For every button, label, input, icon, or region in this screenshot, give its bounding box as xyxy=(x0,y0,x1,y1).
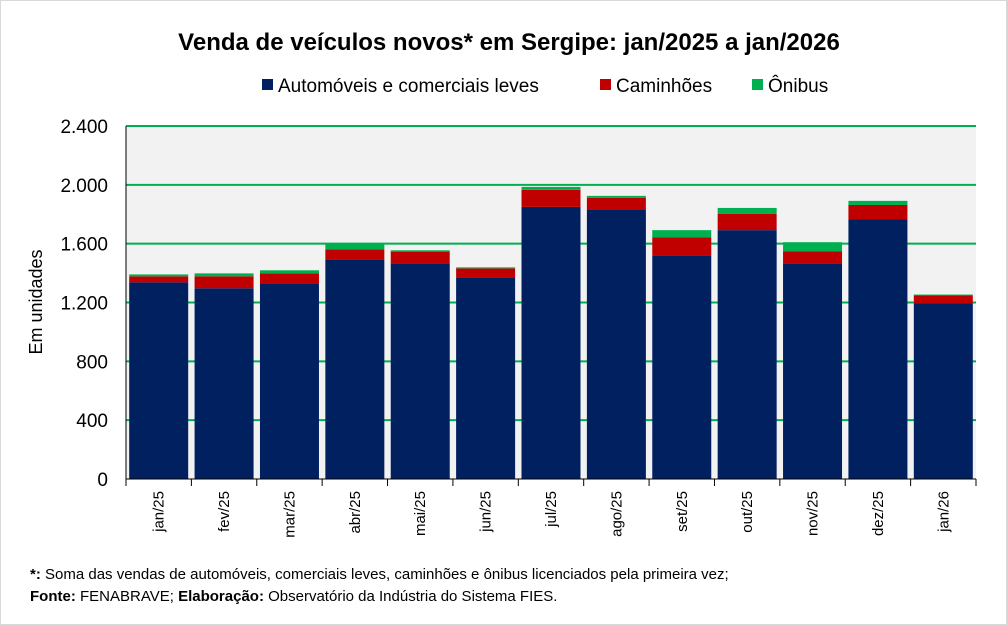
legend-label: Caminhões xyxy=(616,76,712,97)
legend: Automóveis e comerciais leves Caminhões Ôn… xyxy=(262,75,828,97)
bar-segment xyxy=(390,263,450,479)
source-label: Fonte: xyxy=(30,588,76,605)
y-tick-label: 800 xyxy=(76,352,108,373)
x-tick-label: abr/25 xyxy=(347,491,364,534)
y-tick-label: 400 xyxy=(76,411,108,432)
x-tick-label: jan/25 xyxy=(151,491,168,533)
bar-segment xyxy=(848,200,908,205)
bar-segment xyxy=(783,263,843,479)
x-tick-label: out/25 xyxy=(739,491,756,533)
bar-segment xyxy=(848,219,908,479)
y-tick-label: 2.400 xyxy=(60,117,108,138)
bar-segment xyxy=(586,195,646,198)
chart-title: Venda de veículos novos* em Sergipe: jan… xyxy=(178,29,840,56)
x-tick-label: jun/25 xyxy=(478,491,495,533)
bar-segment xyxy=(652,255,712,479)
legend-label: Ônibus xyxy=(768,75,828,97)
bar-segment xyxy=(521,186,581,190)
footnote-line-2: Fonte: FENABRAVE; Elaboração: Observatór… xyxy=(30,588,557,605)
legend-swatch xyxy=(752,79,763,90)
bar-segment xyxy=(717,230,777,479)
footnote-marker: *: xyxy=(30,566,41,583)
x-tick-label: ago/25 xyxy=(608,491,625,537)
plot-area: 0 400 800 1.200 1.600 2.000 2.400 jan/25 fev/25 m… xyxy=(60,117,977,538)
bar-segment xyxy=(521,206,581,480)
bar-segment xyxy=(259,283,319,479)
bar-segment xyxy=(783,251,843,264)
legend-swatch xyxy=(262,79,273,90)
x-tick-label: set/25 xyxy=(674,491,691,532)
bar-segment xyxy=(456,268,516,278)
x-tick-label: mai/25 xyxy=(412,491,429,536)
bar-segment xyxy=(129,276,189,283)
source-text: FENABRAVE; xyxy=(75,588,179,605)
bar-segment xyxy=(259,273,319,284)
stacked-bar-chart: Venda de veículos novos* em Sergipe: jan… xyxy=(26,29,977,538)
footnote-line-1: *: Soma das vendas de automóveis, comerc… xyxy=(30,566,729,583)
y-tick-label: 0 xyxy=(97,470,108,491)
bar-segment xyxy=(652,237,712,256)
bar-segment xyxy=(325,259,385,479)
legend-label: Automóveis e comerciais leves xyxy=(278,76,539,97)
elaboration-text: Observatório da Indústria do Sistema FIE… xyxy=(263,588,558,605)
bar-segment xyxy=(259,270,319,274)
x-tick-label: dez/25 xyxy=(870,491,887,536)
bar-segment xyxy=(390,251,450,264)
bar-segment xyxy=(848,204,908,220)
elaboration-label: Elaboração: xyxy=(178,588,264,605)
bar-segment xyxy=(586,197,646,210)
footnote-text: Soma das vendas de automóveis, comerciai… xyxy=(40,566,729,583)
bar-segment xyxy=(390,250,450,252)
bar-segment xyxy=(456,277,516,479)
bar-segment xyxy=(194,288,254,479)
bar-segment xyxy=(783,242,843,252)
bar-segment xyxy=(717,213,777,231)
bar-segment xyxy=(194,276,254,289)
bar-segment xyxy=(652,230,712,238)
bar-segment xyxy=(913,303,973,479)
bar-segment xyxy=(913,295,973,304)
legend-swatch xyxy=(600,79,611,90)
y-tick-label: 1.600 xyxy=(60,235,108,256)
x-tick-label: jan/26 xyxy=(935,491,952,533)
bar-segment xyxy=(129,282,189,479)
bar-segment xyxy=(586,209,646,479)
x-tick-label: mar/25 xyxy=(281,491,298,538)
bar-segment xyxy=(456,267,516,269)
x-tick-label: fev/25 xyxy=(216,491,233,532)
bar-segment xyxy=(325,242,385,250)
bar-segment xyxy=(194,273,254,277)
bar-segment xyxy=(129,274,189,277)
y-tick-label: 1.200 xyxy=(60,294,108,315)
bar-segment xyxy=(913,294,973,296)
x-tick-label: nov/25 xyxy=(805,491,822,536)
y-axis-label: Em unidades xyxy=(26,249,46,354)
bar-segment xyxy=(521,189,581,207)
y-tick-label: 2.000 xyxy=(60,176,108,197)
bar-segment xyxy=(717,207,777,214)
bar-segment xyxy=(325,249,385,260)
x-tick-label: jul/25 xyxy=(543,491,560,528)
